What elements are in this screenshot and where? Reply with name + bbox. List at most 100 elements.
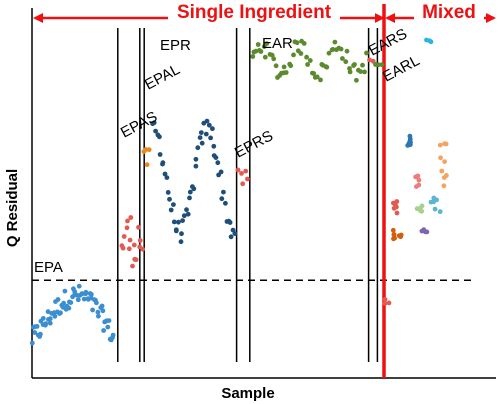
series-ear-point-170	[288, 63, 294, 69]
series-epr-point-121	[197, 135, 203, 141]
data-points	[29, 37, 449, 346]
series-ear-point-171	[291, 52, 296, 58]
series-epas-point-75	[126, 246, 132, 252]
series-epa-point-59	[99, 303, 105, 309]
mixed-2-point-229	[398, 232, 404, 238]
series-epa-point-22	[55, 297, 61, 302]
mixed-0-point-216	[386, 300, 392, 306]
series-epr-point-135	[218, 169, 224, 175]
series-epas-point-73	[124, 225, 130, 231]
mixed-6-point-252	[419, 228, 425, 234]
mixed-8-point-268	[437, 142, 443, 148]
series-ear-point-189	[324, 64, 330, 70]
mixed-8-point-265	[438, 155, 443, 161]
region-title-single-ingredient: Single Ingredient	[177, 2, 332, 23]
series-ear-point-168	[283, 70, 289, 75]
series-ear-point-179	[305, 62, 310, 67]
series-ear-point-185	[318, 77, 323, 83]
series-epa-point-2	[32, 330, 38, 335]
series-epas-point-78	[130, 263, 135, 269]
series-ear-point-190	[326, 50, 332, 56]
series-epas-point-71	[120, 245, 126, 251]
mixed-1-point-220	[394, 210, 400, 216]
series-epa-point-9	[40, 316, 46, 321]
series-epr-point-111	[181, 213, 187, 219]
series-epas-point-76	[127, 237, 133, 243]
mixed-5-point-248	[419, 208, 425, 214]
series-ear-point-182	[311, 71, 317, 76]
series-ear-point-150	[250, 54, 256, 59]
series-epa-point-13	[45, 309, 51, 315]
series-ear-point-167	[281, 64, 287, 70]
series-ear-point-204	[354, 77, 359, 83]
series-epa-point-19	[52, 313, 58, 319]
series-ear-point-162	[273, 63, 279, 69]
mixed-5-point-247	[419, 203, 425, 209]
series-ear-point-161	[271, 56, 277, 62]
group-label-epr: EPR	[160, 37, 191, 54]
series-epr-point-127	[206, 122, 212, 128]
series-epa-point-51	[89, 292, 94, 297]
series-epa-point-33	[68, 300, 74, 305]
series-epr-point-108	[178, 239, 184, 245]
series-ear-point-177	[301, 41, 307, 46]
series-eprs-point-148	[243, 168, 249, 174]
series-epa-point-57	[96, 313, 101, 319]
series-epa-point-61	[101, 328, 106, 333]
mixed-8-point-262	[441, 183, 447, 189]
series-epa-point-44	[81, 296, 87, 302]
series-epa-point-12	[43, 321, 49, 327]
series-epa-point-39	[75, 297, 81, 303]
series-epa-point-52	[90, 307, 95, 313]
series-epas-point-72	[121, 234, 127, 239]
series-epr-point-112	[184, 207, 189, 213]
series-epr-point-118	[193, 163, 199, 169]
series-epr-point-125	[203, 131, 209, 137]
series-eprs-point-146	[239, 171, 244, 176]
mixed-3-point-234	[407, 133, 413, 139]
group-label-eprs: EPRS	[232, 127, 276, 161]
series-epr-point-136	[219, 196, 225, 202]
series-epa-point-64	[105, 324, 111, 330]
x-axis-title: Sample	[221, 385, 274, 402]
series-ear-point-158	[264, 41, 270, 46]
series-epa-point-31	[66, 305, 72, 311]
region-title-mixed: Mixed	[422, 2, 476, 23]
series-epr-point-117	[191, 186, 197, 192]
series-eprs-point-147	[240, 181, 246, 187]
mixed-8-point-267	[442, 141, 447, 147]
series-epa-point-16	[47, 316, 53, 322]
series-ear-point-184	[314, 74, 320, 80]
series-ear-point-208	[362, 69, 367, 75]
series-epr-point-101	[167, 196, 172, 202]
mixed-1-point-222	[391, 205, 397, 211]
series-epr-point-130	[211, 143, 217, 149]
series-epa-point-56	[95, 309, 101, 315]
series-epa-point-0	[29, 340, 35, 346]
series-ear-point-157	[262, 54, 268, 60]
series-ear-point-160	[269, 52, 275, 58]
series-epr-point-132	[213, 155, 219, 161]
series-epr-point-120	[195, 145, 201, 151]
series-epr-point-100	[165, 190, 171, 195]
series-epa-point-40	[76, 283, 82, 289]
series-epr-point-141	[227, 220, 233, 225]
mixed-8-point-261	[442, 159, 447, 165]
series-epr-point-137	[221, 189, 226, 195]
series-epr-point-138	[223, 200, 228, 206]
series-ear-point-207	[360, 62, 365, 68]
series-epr-point-94	[157, 134, 162, 140]
series-ear-point-178	[304, 54, 309, 60]
series-ear-point-201	[347, 69, 353, 75]
mixed-7-point-259	[437, 209, 443, 215]
series-earl-point-213	[376, 62, 381, 68]
series-epr-point-98	[162, 171, 168, 177]
mixed-2-point-231	[391, 232, 397, 238]
series-epal-point-89	[146, 147, 152, 153]
mixed-0-point-215	[382, 297, 388, 302]
series-epas-point-85	[140, 246, 146, 252]
series-epr-point-95	[157, 152, 163, 157]
series-epr-point-122	[198, 130, 204, 136]
mixed-4-point-243	[416, 182, 422, 188]
series-ear-point-198	[343, 59, 349, 65]
